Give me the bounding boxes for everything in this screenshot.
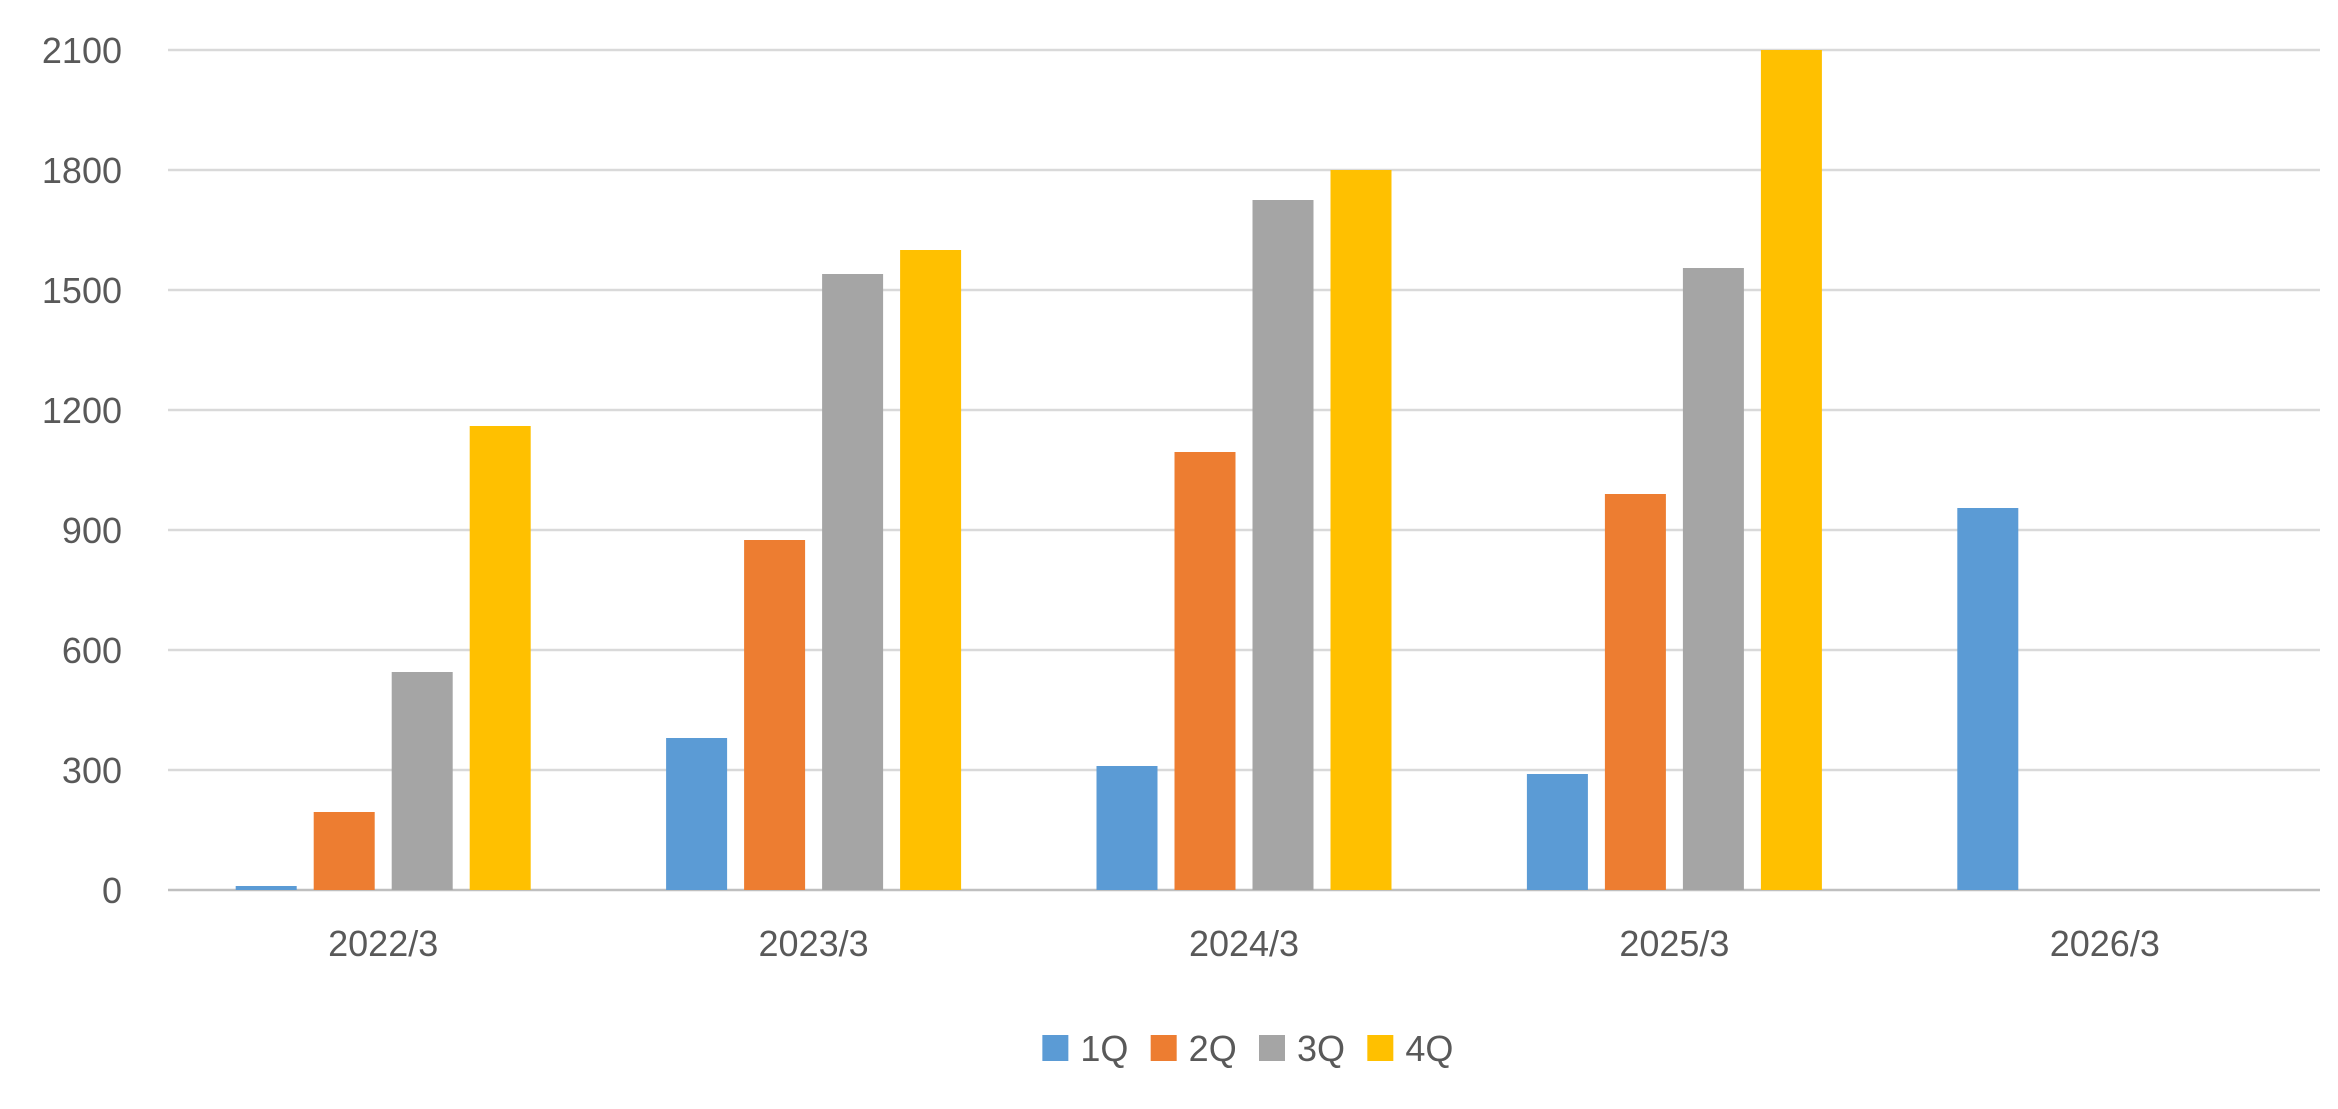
- bar-2Q-2023/3: [744, 540, 806, 890]
- legend: 1Q 2Q 3Q 4Q: [1042, 1028, 1453, 1069]
- legend-swatch-4Q: [1367, 1035, 1394, 1061]
- y-tick-label: 1800: [42, 150, 122, 191]
- bar-1Q-2026/3: [1957, 508, 2019, 890]
- x-tick-label: 2023/3: [759, 923, 869, 964]
- bar-4Q-2022/3: [469, 426, 531, 890]
- legend-swatch-1Q: [1042, 1035, 1069, 1061]
- legend-label-4Q: 4Q: [1405, 1028, 1453, 1069]
- bar-1Q-2024/3: [1096, 766, 1158, 890]
- legend-label-1Q: 1Q: [1080, 1028, 1128, 1069]
- y-tick-label: 2100: [42, 30, 122, 71]
- legend-label-3Q: 3Q: [1297, 1028, 1345, 1069]
- legend-swatch-3Q: [1259, 1035, 1285, 1061]
- y-tick-label: 1500: [42, 270, 122, 311]
- bars: [235, 50, 2019, 890]
- x-tick-label: 2026/3: [2050, 923, 2160, 964]
- bar-4Q-2024/3: [1330, 170, 1392, 890]
- bar-1Q-2025/3: [1526, 774, 1588, 890]
- y-tick-label: 300: [62, 750, 122, 791]
- bar-3Q-2022/3: [391, 672, 453, 890]
- bar-2Q-2025/3: [1604, 494, 1666, 890]
- bar-4Q-2023/3: [900, 250, 962, 890]
- bar-3Q-2024/3: [1252, 200, 1314, 890]
- y-axis-tick-labels: 0 300 600 900 1200 1500 1800 2100: [42, 30, 122, 911]
- bar-1Q-2022/3: [235, 886, 297, 890]
- bar-1Q-2023/3: [666, 738, 728, 890]
- y-tick-label: 600: [62, 630, 122, 671]
- bar-3Q-2025/3: [1682, 268, 1744, 890]
- bar-2Q-2024/3: [1174, 452, 1236, 890]
- bar-3Q-2023/3: [822, 274, 884, 890]
- y-tick-label: 900: [62, 510, 122, 551]
- legend-swatch-2Q: [1150, 1035, 1177, 1061]
- x-tick-label: 2024/3: [1189, 923, 1299, 964]
- legend-label-2Q: 2Q: [1189, 1028, 1237, 1069]
- x-tick-label: 2022/3: [328, 923, 438, 964]
- x-axis-tick-labels: 2022/3 2023/3 2024/3 2025/3 2026/3: [328, 923, 2160, 964]
- bar-4Q-2025/3: [1760, 50, 1822, 890]
- y-tick-label: 1200: [42, 390, 122, 431]
- bar-2Q-2022/3: [313, 812, 375, 890]
- x-tick-label: 2025/3: [1619, 923, 1729, 964]
- y-tick-label: 0: [102, 870, 122, 911]
